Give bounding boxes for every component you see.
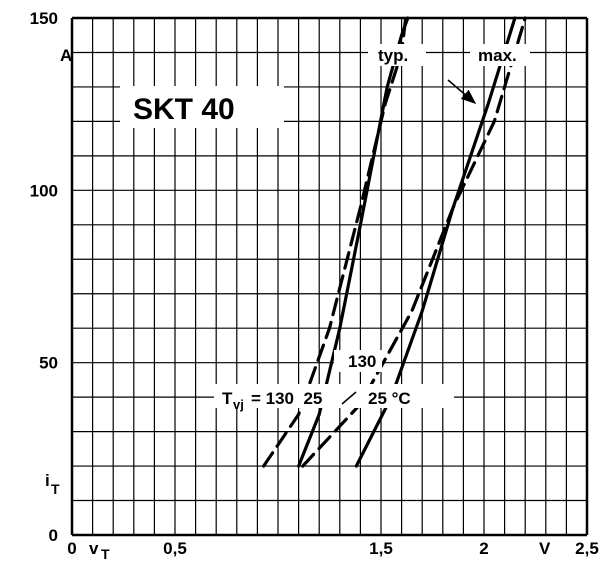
temp-prefix-main: T <box>222 389 233 408</box>
x-tick-labels: 0 0,5 1,5 2 2,5 <box>67 539 599 558</box>
legend-max-arrow <box>447 79 477 104</box>
temp-130-label: 130 <box>348 352 376 371</box>
axis-labels: A i T v T V <box>40 46 551 561</box>
curve-max-25 <box>354 16 517 468</box>
y-symbol: i <box>45 471 50 490</box>
y-tick-label: 100 <box>30 181 58 200</box>
x-tick-label: 0,5 <box>163 539 187 558</box>
temp-values: = 130 25 <box>251 389 322 408</box>
temp-right: 25 °C <box>368 389 411 408</box>
title-box: SKT 40 <box>120 86 284 128</box>
y-unit: A <box>60 46 72 65</box>
y-tick-label: 150 <box>30 9 58 28</box>
y-tick-label: 0 <box>49 526 58 545</box>
temperature-annotation: 130 T vj = 130 25 25 °C <box>214 350 454 412</box>
y-tick-label: 50 <box>39 354 58 373</box>
chart-title: SKT 40 <box>133 93 235 126</box>
y-symbol-sub: T <box>51 481 60 497</box>
temp-25-leader <box>341 391 357 405</box>
legend: typ. max. <box>368 44 530 104</box>
x-symbol-sub: T <box>101 546 110 561</box>
curve-typ-25 <box>297 16 410 468</box>
legend-max: max. <box>478 46 517 65</box>
temp-prefix-sub: vj <box>233 397 244 412</box>
legend-typ: typ. <box>378 46 408 65</box>
x-tick-label: 2,5 <box>575 539 599 558</box>
curve-max-130 <box>301 16 527 468</box>
x-unit: V <box>539 539 551 558</box>
y-tick-labels: 0 50 100 150 <box>30 9 58 545</box>
x-symbol: v <box>89 539 99 558</box>
x-tick-label: 1,5 <box>369 539 393 558</box>
x-tick-label: 0 <box>67 539 76 558</box>
x-tick-label: 2 <box>479 539 488 558</box>
